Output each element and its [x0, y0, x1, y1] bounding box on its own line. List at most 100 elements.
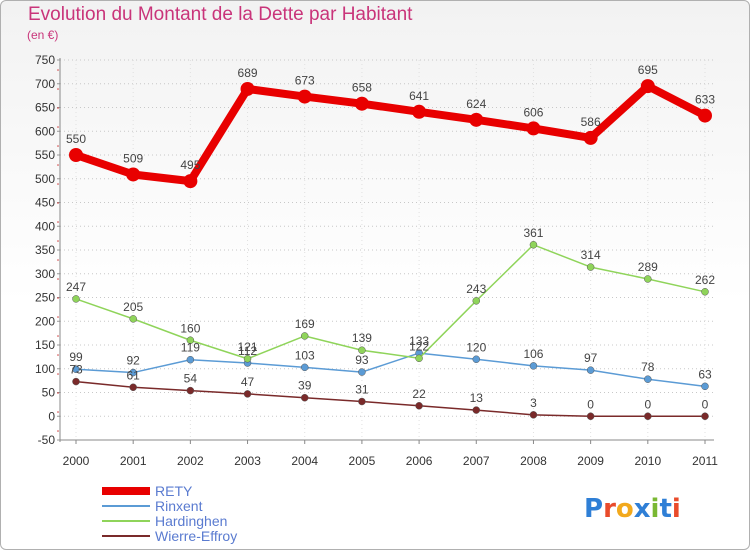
data-label: 361: [523, 226, 543, 240]
data-label: 160: [180, 321, 200, 335]
data-point: [129, 383, 137, 392]
axis-dot: [57, 297, 59, 299]
data-point: [300, 393, 309, 402]
data-label: 103: [295, 348, 315, 362]
data-label: 93: [355, 353, 369, 367]
data-point: [583, 130, 598, 145]
axis-dot: [57, 221, 59, 223]
data-label: 606: [523, 105, 543, 119]
axis-dot: [57, 126, 59, 128]
y-tick-label: 550: [35, 148, 55, 162]
data-point: [469, 112, 484, 127]
data-label: 0: [644, 397, 651, 411]
data-point: [701, 288, 709, 296]
y-tick-label: 750: [35, 53, 55, 67]
data-label: 22: [412, 387, 426, 401]
chart-title: Evolution du Montant de la Dette par Hab…: [28, 4, 413, 25]
data-point: [586, 263, 595, 271]
x-tick-label: 2007: [463, 454, 490, 468]
data-point: [72, 295, 80, 303]
data-label: 121: [238, 340, 258, 354]
data-point: [644, 375, 652, 383]
data-point: [300, 363, 309, 372]
data-label: 31: [355, 383, 369, 397]
data-label: 509: [123, 151, 143, 165]
data-label: 39: [298, 379, 312, 393]
y-tick-label: 100: [35, 362, 55, 376]
data-point: [529, 241, 538, 249]
legend-label: RETY: [155, 483, 193, 499]
axis-dot: [57, 278, 59, 280]
data-label: 247: [66, 280, 86, 294]
proxiti-logo: Proxiti: [584, 494, 681, 524]
data-label: 112: [238, 344, 257, 358]
data-point: [644, 412, 652, 420]
y-tick-label: 650: [35, 101, 55, 115]
data-label: 106: [523, 347, 543, 361]
data-point: [183, 174, 198, 189]
data-label: 133: [409, 334, 429, 348]
data-point: [529, 362, 538, 370]
data-point: [529, 411, 538, 419]
data-point: [472, 297, 481, 305]
data-point: [243, 390, 252, 398]
axis-dot: [57, 164, 59, 166]
axis-dot: [57, 240, 59, 242]
data-label: 92: [127, 354, 141, 368]
data-label: 243: [466, 282, 486, 296]
data-label: 54: [184, 372, 198, 386]
y-tick-label: 700: [35, 77, 55, 91]
data-point: [358, 397, 366, 406]
data-label: 0: [702, 397, 709, 411]
data-label: 550: [66, 132, 86, 146]
x-tick-label: 2011: [692, 454, 718, 468]
data-label: 658: [352, 81, 372, 95]
axis-dot: [57, 259, 59, 261]
data-point: [186, 386, 195, 395]
data-point: [472, 355, 481, 363]
legend-label: Rinxent: [155, 498, 203, 514]
data-label: 122: [409, 339, 429, 353]
data-point: [126, 167, 141, 182]
data-label: 169: [295, 317, 315, 331]
data-label: 289: [638, 260, 658, 274]
data-point: [129, 368, 137, 377]
data-label: 673: [295, 74, 315, 88]
x-tick-label: 2001: [120, 454, 147, 468]
data-label: 47: [241, 375, 255, 389]
axis-dot: [57, 88, 59, 90]
data-point: [415, 402, 423, 410]
axis-dot: [57, 392, 59, 394]
data-point: [586, 412, 595, 420]
data-label: 205: [123, 300, 143, 314]
axis-dot: [57, 411, 59, 413]
data-point: [186, 355, 195, 364]
x-tick-label: 2000: [63, 454, 90, 468]
axis-dot: [57, 335, 59, 337]
data-label: 586: [581, 115, 601, 129]
data-label: 99: [69, 350, 83, 364]
axis-dot: [57, 354, 59, 356]
data-point: [240, 81, 255, 96]
y-tick-label: 500: [35, 172, 55, 186]
data-point: [701, 412, 709, 420]
data-label: 13: [470, 391, 484, 405]
series-line-hardinghen: [75, 244, 706, 360]
data-point: [526, 121, 541, 136]
data-point: [640, 79, 655, 94]
y-tick-label: 600: [35, 124, 55, 138]
chart-subtitle: (en €): [27, 28, 59, 42]
axis-dot: [57, 316, 59, 318]
axis-dot: [57, 373, 59, 375]
data-label: 641: [409, 89, 429, 103]
data-label: 262: [695, 273, 715, 287]
y-tick-label: 200: [35, 314, 55, 328]
series-line-wierre-effroy: [75, 380, 706, 417]
data-point: [300, 332, 309, 340]
axis-dot: [57, 430, 59, 432]
x-tick-label: 2010: [634, 454, 661, 468]
data-point: [72, 377, 80, 386]
data-point: [129, 315, 137, 323]
data-point: [701, 382, 709, 391]
